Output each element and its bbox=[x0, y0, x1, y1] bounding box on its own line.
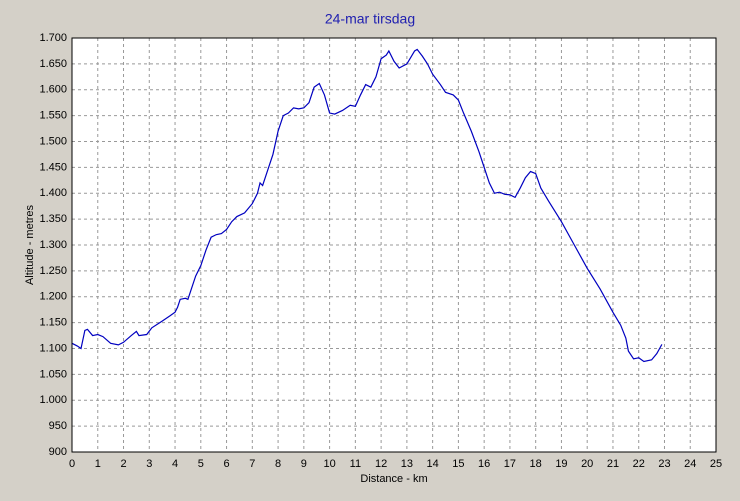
y-tick-label: 1.400 bbox=[39, 187, 67, 199]
y-tick-label: 1.000 bbox=[39, 394, 67, 406]
x-tick-label: 15 bbox=[452, 458, 464, 470]
elevation-line bbox=[71, 48, 663, 363]
y-tick-label: 1.100 bbox=[39, 342, 67, 354]
plot-border bbox=[71, 37, 717, 453]
x-tick-label: 0 bbox=[69, 458, 75, 470]
x-axis-label: Distance - km bbox=[360, 473, 427, 485]
x-tick-label: 23 bbox=[658, 458, 670, 470]
y-tick-label: 1.300 bbox=[39, 239, 67, 251]
x-tick-label: 19 bbox=[555, 458, 567, 470]
y-tick-label: 1.500 bbox=[39, 135, 67, 147]
x-tick-label: 25 bbox=[710, 458, 722, 470]
x-tick-label: 5 bbox=[198, 458, 204, 470]
y-tick-label: 1.200 bbox=[39, 291, 67, 303]
y-tick-label: 1.650 bbox=[39, 58, 67, 70]
y-tick-label: 1.250 bbox=[39, 265, 67, 277]
x-tick-label: 4 bbox=[172, 458, 178, 470]
x-tick-label: 17 bbox=[504, 458, 516, 470]
x-tick-label: 1 bbox=[95, 458, 101, 470]
x-tick-label: 11 bbox=[350, 458, 361, 470]
y-tick-label: 1.050 bbox=[39, 368, 67, 380]
x-tick-label: 22 bbox=[633, 458, 645, 470]
y-tick-label: 1.450 bbox=[39, 161, 67, 173]
y-tick-label: 950 bbox=[49, 420, 67, 432]
x-tick-label: 6 bbox=[223, 458, 229, 470]
x-tick-label: 8 bbox=[275, 458, 281, 470]
x-tick-label: 9 bbox=[301, 458, 307, 470]
x-tick-label: 3 bbox=[146, 458, 152, 470]
x-tick-label: 16 bbox=[478, 458, 490, 470]
y-tick-label: 1.350 bbox=[39, 213, 67, 225]
x-tick-label: 12 bbox=[375, 458, 387, 470]
y-tick-label: 900 bbox=[49, 446, 67, 458]
chart-title: 24-mar tirsdag bbox=[325, 11, 415, 27]
x-tick-label: 24 bbox=[684, 458, 696, 470]
x-tick-label: 20 bbox=[581, 458, 593, 470]
y-tick-label: 1.150 bbox=[39, 317, 67, 329]
x-tick-label: 2 bbox=[120, 458, 126, 470]
x-tick-label: 10 bbox=[323, 458, 335, 470]
x-tick-label: 18 bbox=[530, 458, 542, 470]
y-tick-label: 1.700 bbox=[39, 32, 67, 44]
y-tick-label: 1.600 bbox=[39, 84, 67, 96]
x-tick-label: 7 bbox=[249, 458, 255, 470]
x-tick-label: 13 bbox=[401, 458, 413, 470]
y-tick-label: 1.550 bbox=[39, 110, 67, 122]
y-axis-label: Altitude - metres bbox=[24, 204, 36, 285]
x-tick-label: 14 bbox=[427, 458, 439, 470]
x-tick-label: 21 bbox=[607, 458, 619, 470]
